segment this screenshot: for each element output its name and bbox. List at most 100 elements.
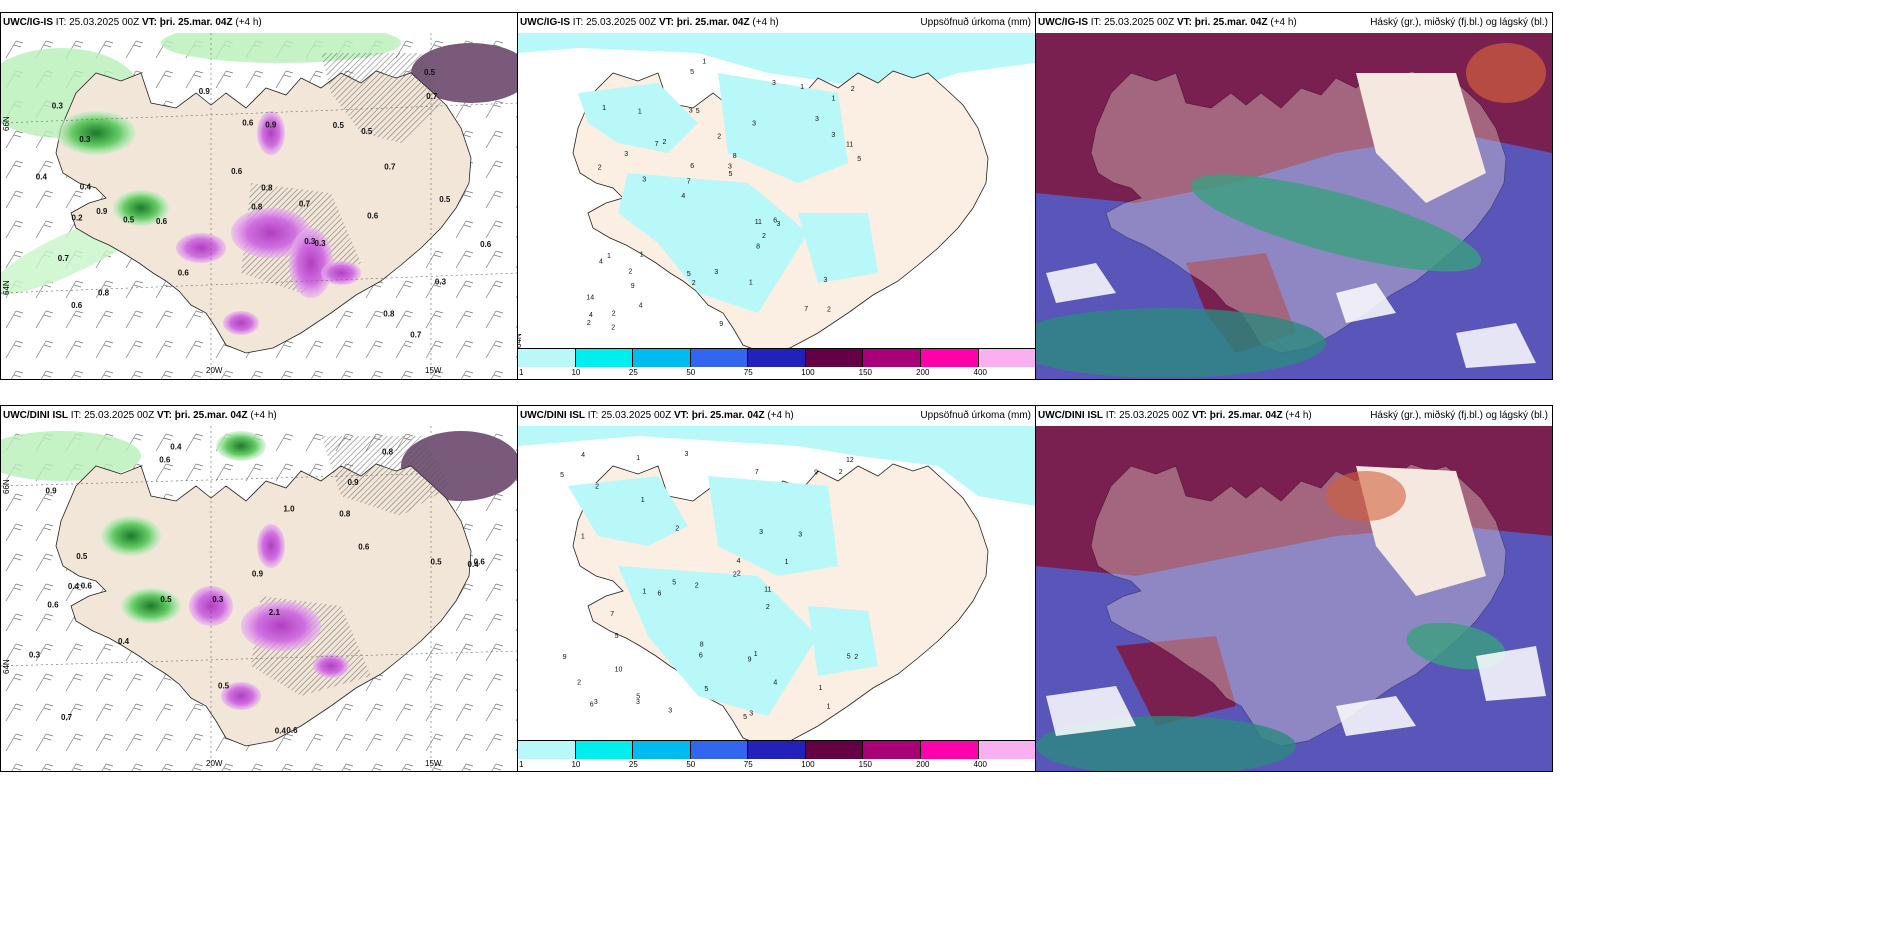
lead-time: (+4 h): [1285, 410, 1312, 421]
value-label: 9: [563, 654, 567, 661]
value-label: 7: [610, 611, 614, 618]
valid-time: þri. 25.mar. 04Z: [676, 17, 750, 28]
value-label: 0.4: [68, 582, 80, 591]
snow-map: 20W 15W 66N 64N 0.70.90.30.30.30.30.80.6…: [1, 33, 517, 379]
value-label: 3: [772, 80, 776, 87]
init-time: 25.03.2025 00Z: [1104, 17, 1175, 28]
snow-map-panel-top: UWC/IG-IS IT: 25.03.2025 00Z VT: þri. 25…: [0, 12, 518, 380]
value-label: 7: [655, 141, 659, 148]
value-label: 0.8: [98, 289, 110, 298]
value-label: 5: [857, 156, 861, 163]
lon-label-15w: 15W: [425, 759, 442, 768]
colorbar-tick-label: 10: [571, 760, 581, 769]
precip-value-labels: 2214323212149583155113756131736973841134…: [586, 59, 861, 332]
lat-label-64n: 64N: [2, 280, 11, 295]
value-label: 0.9: [199, 87, 211, 96]
colorbar-swatch: [633, 741, 691, 759]
value-label: 0.5: [333, 121, 345, 130]
value-label: 1: [581, 534, 585, 541]
value-label: 5: [687, 271, 691, 278]
value-label: 3: [749, 710, 753, 717]
lat-label-64n: 64N: [518, 333, 523, 348]
value-label: 6: [590, 701, 594, 708]
colorbar-swatch: [863, 349, 921, 367]
value-label: 9: [631, 283, 635, 290]
field-title: Háský (gr.), miðský (fj.bl.) og lágský (…: [1370, 410, 1548, 421]
value-label: 2: [577, 680, 581, 687]
valid-time: þri. 25.mar. 04Z: [159, 17, 233, 28]
value-label: 0.3: [315, 239, 327, 248]
vt-label: VT:: [156, 410, 172, 421]
value-label: 2: [587, 320, 591, 327]
precip-map: 64N 221432321214958315511375613173697384…: [518, 33, 1035, 351]
value-label: 5: [636, 694, 640, 701]
cloud-map: [1036, 33, 1552, 379]
value-label: 1: [640, 252, 644, 259]
value-label: 2: [692, 280, 696, 287]
value-label: 1: [819, 685, 823, 692]
value-label: 0.4: [170, 443, 182, 452]
value-label: 11: [846, 142, 853, 149]
value-label: 1: [827, 703, 831, 710]
value-label: 0.9: [252, 570, 264, 579]
value-label: 1: [832, 96, 836, 103]
value-label: 3: [636, 699, 640, 706]
value-label: 6: [699, 653, 703, 660]
value-label: 10: [615, 666, 623, 673]
lon-label-15w: 15W: [425, 366, 442, 375]
value-label: 0.6: [480, 240, 492, 249]
value-label: 3: [685, 451, 689, 458]
value-label: 0.8: [339, 510, 351, 519]
colorbar-tick-label: 1: [519, 760, 524, 769]
precip-colorbar: 1 10 25 50 75 100 150 200 400: [518, 348, 1035, 379]
value-label: 0.4: [80, 182, 92, 191]
snow-map: 20W 15W 66N 64N 0.4 0.9 0.4 0.3 2.1 0.6 0.9 0.8…: [1, 426, 517, 771]
valid-time: þri. 25.mar. 04Z: [691, 410, 765, 421]
value-label: 3: [752, 120, 756, 127]
value-label: 1: [636, 455, 640, 462]
value-label: 0.6: [242, 119, 254, 128]
colorbar-swatch: [805, 349, 864, 367]
precip-map: 3554121132955672136591246379542238210115…: [518, 426, 1035, 743]
colorbar-swatch: [920, 349, 979, 367]
value-label: 2: [675, 525, 679, 532]
field-title: Háský (gr.), miðský (fj.bl.) og lágský (…: [1370, 17, 1548, 28]
value-label: 6: [773, 217, 777, 224]
lon-label-20w: 20W: [206, 759, 223, 768]
value-label: 0.9: [96, 207, 108, 216]
snow-value-labels: 0.40.90.40.32.10.60.90.80.61.00.90.70.60…: [29, 443, 485, 736]
value-label: 6: [690, 163, 694, 170]
value-label: 3: [798, 531, 802, 538]
lat-label-64n: 64N: [2, 659, 11, 674]
value-label: 2: [839, 469, 843, 476]
value-label: 8: [733, 153, 737, 160]
valid-time: þri. 25.mar. 04Z: [174, 410, 248, 421]
value-label: 0.5: [76, 552, 88, 561]
value-label: 3: [714, 269, 718, 276]
init-time: 25.03.2025 00Z: [84, 410, 155, 421]
colorbar-tick-label: 200: [916, 760, 930, 769]
panel-header: UWC/DINI ISL IT: 25.03.2025 00Z VT: þri.…: [1036, 406, 1552, 426]
value-label: 0.6: [286, 726, 298, 735]
lead-time: (+4 h): [752, 17, 779, 28]
value-label: 2: [695, 582, 699, 589]
value-label: 14: [586, 295, 594, 302]
model-name: UWC/DINI ISL: [520, 410, 585, 421]
model-name: UWC/IG-IS: [520, 17, 570, 28]
value-label: 0.7: [299, 199, 311, 208]
colorbar-swatch: [518, 349, 576, 367]
value-label: 4: [581, 452, 585, 459]
value-label: 4: [737, 558, 741, 565]
cloud-map-panel-bottom: UWC/DINI ISL IT: 25.03.2025 00Z VT: þri.…: [1035, 405, 1553, 772]
value-label: 2: [595, 484, 599, 491]
value-label: 12: [846, 457, 854, 464]
colorbar-tick-label: 75: [743, 760, 753, 769]
precip-colorbar: 1 10 25 50 75 100 150 200 400: [518, 740, 1035, 771]
vt-label: VT:: [1176, 17, 1192, 28]
value-label: 0.5: [218, 682, 230, 691]
value-label: 2: [612, 311, 616, 318]
value-label: 0.5: [424, 68, 436, 77]
model-name: UWC/DINI ISL: [3, 410, 68, 421]
lead-time: (+4 h): [1270, 17, 1297, 28]
value-label: 0.5: [431, 558, 443, 567]
